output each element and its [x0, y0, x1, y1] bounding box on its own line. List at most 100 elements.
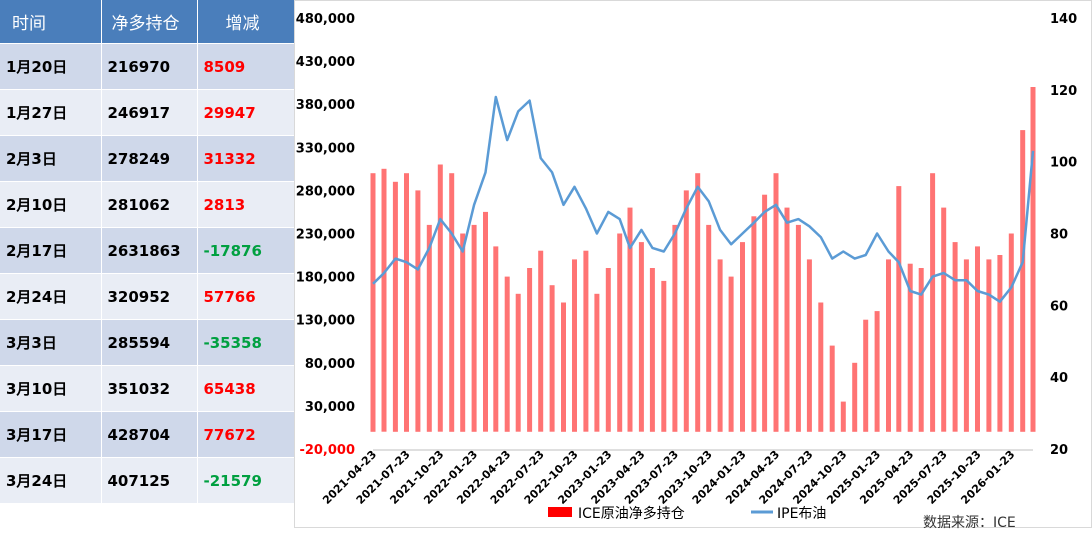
table-row: 3月17日 428704 77672	[0, 411, 295, 458]
bar	[863, 319, 869, 432]
y-left-tick-label: 330,000	[296, 141, 355, 156]
bar	[1020, 130, 1026, 432]
bar	[975, 246, 980, 432]
row-net-long: 351032	[101, 365, 198, 412]
row-change: -35358	[197, 319, 295, 366]
bar	[728, 276, 734, 432]
bar	[806, 259, 812, 432]
row-date: 3月24日	[0, 457, 102, 503]
bar	[672, 224, 678, 432]
bar	[907, 263, 913, 432]
bar	[617, 233, 623, 432]
table-row: 2月24日 320952 57766	[0, 273, 295, 320]
row-date: 2月10日	[0, 181, 102, 228]
row-net-long: 278249	[101, 135, 198, 182]
row-date: 3月10日	[0, 365, 102, 412]
row-change: 65438	[197, 365, 295, 412]
y-left-tick-label: 480,000	[296, 12, 355, 27]
bar	[483, 211, 488, 432]
bar	[561, 302, 566, 432]
bar	[583, 250, 589, 432]
row-change: 29947	[197, 89, 295, 136]
bar	[818, 302, 824, 432]
bar	[549, 285, 555, 432]
bar	[381, 168, 387, 432]
row-change: 77672	[197, 411, 295, 458]
header-date: 时间	[0, 0, 102, 44]
legend: ICE原油净多持仓 IPE布油	[548, 505, 826, 522]
y-left-tick-label: 80,000	[305, 357, 355, 372]
y-left-tick-label: 30,000	[305, 400, 355, 415]
table-row: 1月27日 246917 29947	[0, 89, 295, 136]
legend-label-bar: ICE原油净多持仓	[578, 505, 685, 522]
bar	[404, 173, 409, 432]
bar	[460, 233, 466, 432]
row-change: -21579	[197, 457, 295, 503]
bar	[649, 268, 655, 432]
table-row: 3月10日 351032 65438	[0, 365, 295, 412]
bar	[852, 362, 858, 432]
row-date: 2月17日	[0, 227, 102, 274]
row-date: 3月3日	[0, 319, 102, 366]
table-row: 1月20日 216970 8509	[0, 43, 295, 90]
y-left-tick-label: 230,000	[296, 228, 355, 243]
series-line	[372, 95, 1035, 303]
row-net-long: 2631863	[101, 227, 198, 274]
table-row: 2月10日 281062 2813	[0, 181, 295, 228]
y-right-tick-label: 20	[1050, 443, 1068, 458]
bar	[493, 246, 499, 432]
bar	[997, 255, 1003, 432]
y-axis-left: -20,000 30,000 80,000 130,000 180,000 230,000…	[296, 12, 355, 458]
bar	[751, 216, 757, 432]
bar	[638, 242, 644, 432]
row-net-long: 320952	[101, 273, 198, 320]
y-axis-right: 20 40 60 80 100 120 140	[1050, 12, 1077, 458]
bar	[471, 224, 477, 432]
bar	[370, 173, 376, 432]
row-net-long: 428704	[101, 411, 198, 458]
bar	[874, 311, 880, 432]
bar	[572, 259, 577, 432]
y-left-tick-label: 180,000	[296, 271, 355, 286]
header-net-long: 净多持仓	[101, 0, 198, 44]
y-left-tick-label: -20,000	[299, 443, 355, 458]
row-date: 1月27日	[0, 89, 102, 136]
combo-chart: -20,000 30,000 80,000 130,000 180,000 230,000…	[296, 12, 1077, 529]
bar	[538, 250, 544, 432]
chart-panel: -20,000 30,000 80,000 130,000 180,000 230,000…	[294, 0, 1092, 529]
bar	[930, 173, 936, 432]
row-change: 8509	[197, 43, 295, 90]
bar	[784, 207, 790, 432]
legend-swatch-bar	[548, 507, 572, 517]
bar	[1030, 87, 1036, 432]
bar	[886, 259, 891, 432]
bar	[594, 293, 600, 432]
row-net-long: 216970	[101, 43, 198, 90]
row-change: 31332	[197, 135, 295, 182]
row-change: 57766	[197, 273, 295, 320]
bar	[941, 207, 947, 432]
y-right-tick-label: 80	[1050, 228, 1068, 243]
bar	[952, 242, 958, 432]
y-right-tick-label: 40	[1050, 371, 1068, 386]
bar	[605, 268, 611, 432]
row-date: 2月24日	[0, 273, 102, 320]
bar	[717, 259, 723, 432]
bar	[706, 224, 712, 432]
bar	[504, 276, 510, 432]
bar	[740, 242, 745, 432]
bar	[661, 280, 667, 432]
row-net-long: 246917	[101, 89, 198, 136]
bar	[840, 401, 846, 432]
table-header-row: 时间 净多持仓 增减	[0, 0, 295, 44]
table-row: 2月17日 2631863 -17876	[0, 227, 295, 274]
bar	[963, 259, 969, 432]
bar	[986, 259, 992, 432]
y-left-tick-label: 280,000	[296, 184, 355, 199]
bar	[683, 190, 689, 432]
bar	[896, 186, 902, 432]
bar	[515, 293, 521, 432]
y-right-tick-label: 140	[1050, 12, 1077, 27]
bar	[449, 173, 455, 432]
bar	[918, 268, 924, 432]
